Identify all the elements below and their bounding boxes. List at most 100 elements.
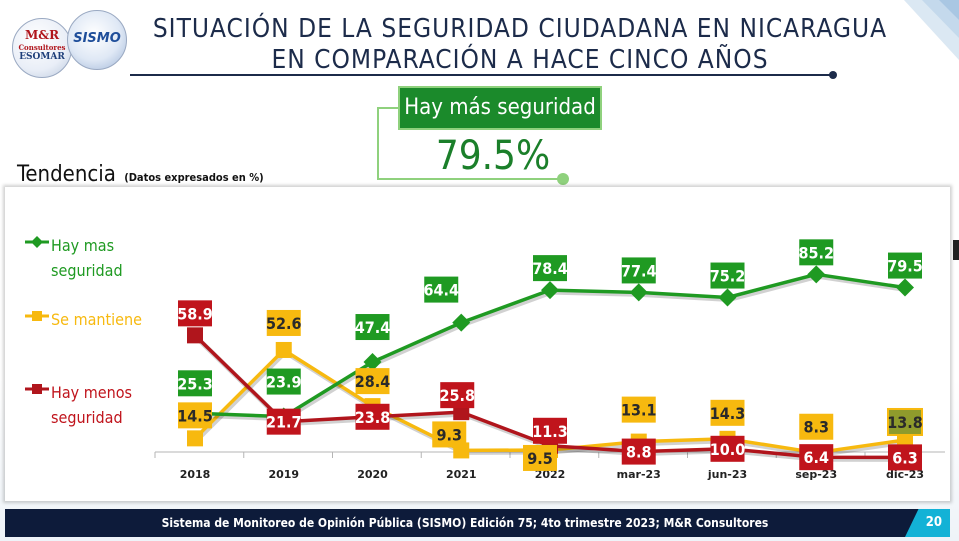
data-label-box xyxy=(266,309,301,336)
data-label-se-mantiene-1: 52.6 xyxy=(266,309,302,336)
x-tick-label-mar-23: mar-23 xyxy=(617,468,661,481)
data-label-text: 25.8 xyxy=(439,386,475,405)
x-tick-label-2018: 2018 xyxy=(180,468,211,481)
highlight-value: 79.5% xyxy=(435,133,551,179)
footer-bar: Sistema de Monitoreo de Opinión Pública … xyxy=(5,509,950,537)
data-label-text: 8.8 xyxy=(626,443,652,462)
data-label-box xyxy=(266,368,301,395)
data-label-text: 6.3 xyxy=(892,448,918,467)
data-label-se-mantiene-8: 13.8 xyxy=(887,407,923,436)
data-label-box xyxy=(533,417,567,444)
data-label-text: 52.6 xyxy=(266,314,302,333)
legend-marker xyxy=(32,311,42,321)
data-point-hay-mas-seguridad-6 xyxy=(718,288,737,307)
data-point-hay-mas-seguridad-2 xyxy=(363,353,382,372)
data-label-box xyxy=(424,276,459,303)
data-point-hay-mas-seguridad-4 xyxy=(541,281,559,300)
data-label-hay-menos-seguridad-8: 6.3 xyxy=(888,444,922,471)
data-label-text: 75.2 xyxy=(710,267,746,286)
data-label-se-mantiene-0: 14.5 xyxy=(177,402,213,429)
data-label-box xyxy=(888,252,922,279)
data-label-text: 8.3 xyxy=(804,418,830,437)
legend-marker-yellow xyxy=(25,311,49,321)
data-label-text: 77.4 xyxy=(621,261,657,280)
data-point-se-mantiene-0 xyxy=(187,430,203,447)
trend-title: Tendencia xyxy=(17,162,116,187)
data-label-text: 21.7 xyxy=(266,413,302,432)
side-tab xyxy=(953,240,959,260)
data-label-text: 11.3 xyxy=(532,422,568,441)
x-tick-label-jun-23: jun-23 xyxy=(707,468,747,481)
data-label-box xyxy=(799,239,834,266)
sismo-logo: SISMO xyxy=(67,10,127,70)
data-label-box xyxy=(178,300,212,327)
data-label-hay-menos-seguridad-5: 8.8 xyxy=(621,438,656,465)
data-label-text: 85.2 xyxy=(798,243,834,262)
data-label-hay-mas-seguridad-7: 85.2 xyxy=(798,239,834,266)
data-label-se-mantiene-4: 9.5 xyxy=(523,444,557,471)
data-label-text: 10.0 xyxy=(710,440,746,459)
legend-marker xyxy=(31,236,43,248)
x-tick-label-2019: 2019 xyxy=(268,468,299,481)
data-label-box xyxy=(710,399,745,426)
data-point-se-mantiene-1 xyxy=(275,341,292,358)
data-label-text: 23.8 xyxy=(355,408,391,427)
x-tick-label-2020: 2020 xyxy=(357,468,388,481)
legend-label-se-mantiene: Se mantiene xyxy=(51,310,143,329)
legend-label-hay-menos-seguridad: Hay menos seguridad xyxy=(51,383,133,427)
data-point-se-mantiene-8 xyxy=(897,431,913,448)
series-shadow-hay-mas-seguridad xyxy=(196,273,907,422)
data-label-box xyxy=(799,413,834,440)
data-label-box xyxy=(178,402,212,429)
data-label-text: 14.3 xyxy=(710,404,746,423)
legend-label-hay-mas-seguridad: Hay mas seguridad xyxy=(51,236,123,280)
data-label-box xyxy=(533,255,567,282)
data-label-text: 23.9 xyxy=(266,373,302,392)
data-label-text: 14.5 xyxy=(177,406,213,425)
data-label-text: 47.4 xyxy=(355,318,391,337)
highlight-connector-bottom xyxy=(377,178,563,180)
data-label-hay-menos-seguridad-3: 25.8 xyxy=(439,382,475,409)
data-label-box xyxy=(621,257,656,284)
data-label-se-mantiene-6: 14.3 xyxy=(710,399,746,426)
legend-marker-red xyxy=(25,384,49,394)
page-title: SITUACIÓN DE LA SEGURIDAD CIUDADANA EN N… xyxy=(152,14,888,75)
legend-marker xyxy=(32,384,42,394)
data-label-hay-menos-seguridad-2: 23.8 xyxy=(355,403,391,430)
data-label-se-mantiene-3: 9.3 xyxy=(432,421,467,448)
trend-heading: Tendencia (Datos expresados en %) xyxy=(17,162,264,187)
data-label-text: 64.4 xyxy=(423,281,459,300)
data-label-text: 28.4 xyxy=(355,372,391,391)
data-label-box xyxy=(178,370,212,397)
data-label-text: 78.4 xyxy=(532,259,568,278)
data-label-se-mantiene-7: 8.3 xyxy=(799,413,834,440)
corner-decoration xyxy=(904,0,959,60)
footer-source: Sistema de Monitoreo de Opinión Pública … xyxy=(161,516,769,530)
data-point-hay-mas-seguridad-7 xyxy=(807,265,826,284)
data-label-box xyxy=(621,438,656,465)
data-point-hay-mas-seguridad-5 xyxy=(629,283,648,302)
x-tick-label-2021: 2021 xyxy=(446,468,477,481)
data-label-box xyxy=(355,314,390,341)
data-label-hay-mas-seguridad-8: 79.5 xyxy=(887,252,923,279)
title-underline-dot xyxy=(829,71,837,79)
data-label-hay-mas-seguridad-4: 78.4 xyxy=(532,255,568,282)
x-tick-label-2022: 2022 xyxy=(535,468,566,481)
data-label-box xyxy=(710,262,745,289)
trend-subtitle: (Datos expresados en %) xyxy=(124,171,264,184)
highlight-connector-top xyxy=(377,107,399,109)
x-tick-label-sep-23: sep-23 xyxy=(795,468,837,481)
highlight-label: Hay más seguridad xyxy=(398,86,602,130)
data-label-hay-menos-seguridad-6: 10.0 xyxy=(710,435,746,462)
data-label-box xyxy=(710,435,745,462)
data-label-text: 25.3 xyxy=(177,374,213,393)
data-label-box xyxy=(432,421,467,448)
chart-panel: 2018 2019 2020 2021 2022 mar-23 jun-23 sep-23 di… xyxy=(5,187,950,501)
data-label-hay-menos-seguridad-4: 11.3 xyxy=(532,417,568,444)
data-label-text: 13.8 xyxy=(887,413,923,432)
data-label-hay-mas-seguridad-1: 23.9 xyxy=(266,368,302,395)
header-logos: M&R Consultores ESOMAR SISMO xyxy=(12,8,127,80)
data-point-hay-mas-seguridad-8 xyxy=(896,278,914,297)
data-label-hay-menos-seguridad-1: 21.7 xyxy=(266,408,302,435)
data-label-box xyxy=(266,408,301,435)
